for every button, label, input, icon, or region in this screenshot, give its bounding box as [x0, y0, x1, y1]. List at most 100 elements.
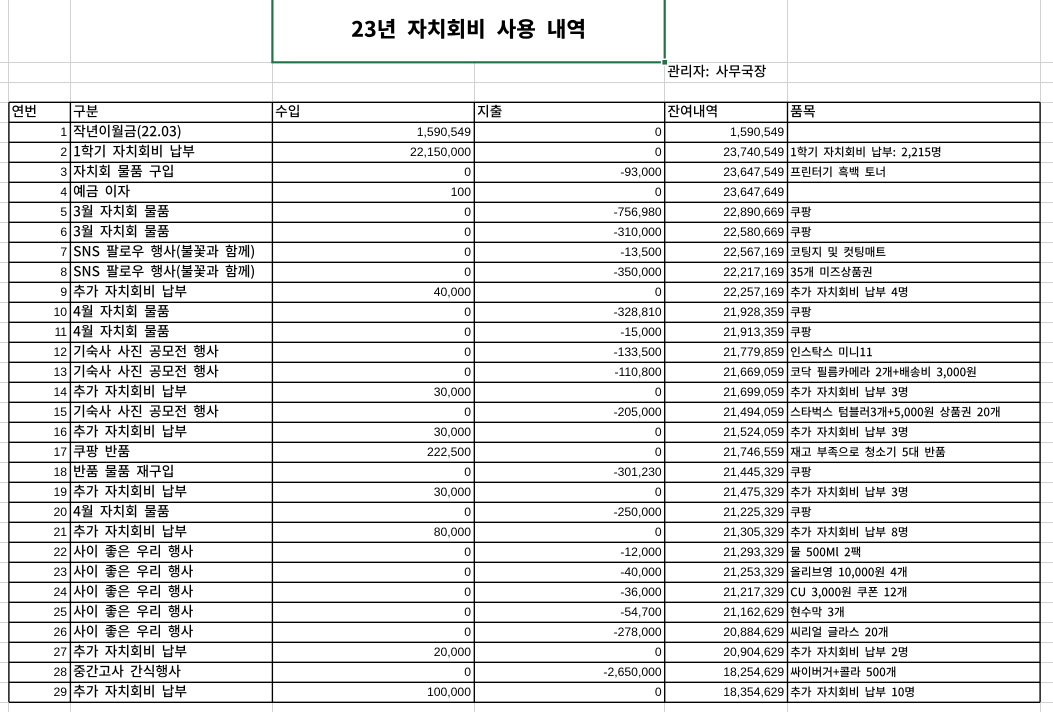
svg-text:22,580,669: 22,580,669	[723, 225, 784, 239]
svg-text:100,000: 100,000	[427, 685, 471, 699]
svg-text:18,254,629: 18,254,629	[723, 665, 784, 679]
svg-text:20,904,629: 20,904,629	[723, 645, 784, 659]
svg-text:0: 0	[655, 445, 662, 459]
svg-text:21,928,359: 21,928,359	[723, 305, 784, 319]
svg-text:22,567,169: 22,567,169	[723, 245, 784, 259]
svg-text:21,779,859: 21,779,859	[723, 345, 784, 359]
svg-text:0: 0	[655, 645, 662, 659]
svg-text:0: 0	[464, 585, 471, 599]
svg-text:30,000: 30,000	[434, 425, 471, 439]
svg-text:20,884,629: 20,884,629	[723, 625, 784, 639]
svg-text:13: 13	[54, 365, 68, 379]
svg-text:-205,000: -205,000	[614, 405, 662, 419]
svg-text:0: 0	[655, 385, 662, 399]
svg-text:17: 17	[54, 445, 68, 459]
svg-text:6: 6	[60, 225, 67, 239]
svg-text:5: 5	[60, 205, 67, 219]
svg-text:0: 0	[464, 405, 471, 419]
svg-text:22,217,169: 22,217,169	[723, 265, 784, 279]
svg-text:21,253,329: 21,253,329	[723, 565, 784, 579]
svg-text:21,475,329: 21,475,329	[723, 485, 784, 499]
svg-text:-15,000: -15,000	[620, 325, 662, 339]
svg-text:30,000: 30,000	[434, 385, 471, 399]
svg-text:10: 10	[54, 305, 68, 319]
svg-text:0: 0	[655, 285, 662, 299]
svg-text:18,354,629: 18,354,629	[723, 685, 784, 699]
svg-text:20,000: 20,000	[434, 645, 471, 659]
svg-text:15: 15	[54, 405, 68, 419]
svg-text:16: 16	[54, 425, 68, 439]
svg-text:0: 0	[464, 205, 471, 219]
svg-text:1,590,549: 1,590,549	[730, 125, 784, 139]
svg-text:-13,500: -13,500	[620, 245, 662, 259]
svg-text:23: 23	[54, 565, 68, 579]
svg-text:-133,500: -133,500	[614, 345, 662, 359]
svg-text:0: 0	[464, 605, 471, 619]
svg-text:-328,810: -328,810	[614, 305, 662, 319]
svg-text:28: 28	[54, 665, 68, 679]
svg-text:0: 0	[655, 125, 662, 139]
svg-text:30,000: 30,000	[434, 485, 471, 499]
svg-text:21,699,059: 21,699,059	[723, 385, 784, 399]
svg-text:23,740,549: 23,740,549	[723, 145, 784, 159]
svg-text:24: 24	[54, 585, 68, 599]
svg-text:-301,230: -301,230	[614, 465, 662, 479]
svg-text:-12,000: -12,000	[620, 545, 662, 559]
svg-text:0: 0	[464, 265, 471, 279]
svg-text:0: 0	[464, 545, 471, 559]
svg-text:20: 20	[54, 505, 68, 519]
svg-text:22,150,000: 22,150,000	[410, 145, 471, 159]
svg-text:21,305,329: 21,305,329	[723, 525, 784, 539]
svg-text:0: 0	[655, 145, 662, 159]
svg-text:0: 0	[464, 305, 471, 319]
svg-text:21,746,559: 21,746,559	[723, 445, 784, 459]
svg-text:-350,000: -350,000	[614, 265, 662, 279]
svg-text:0: 0	[464, 345, 471, 359]
svg-text:0: 0	[464, 245, 471, 259]
svg-text:8: 8	[60, 265, 67, 279]
svg-text:-278,000: -278,000	[614, 625, 662, 639]
svg-text:0: 0	[655, 185, 662, 199]
svg-text:14: 14	[54, 385, 68, 399]
svg-text:0: 0	[464, 465, 471, 479]
svg-text:0: 0	[655, 485, 662, 499]
svg-text:0: 0	[464, 325, 471, 339]
svg-text:0: 0	[464, 665, 471, 679]
svg-text:19: 19	[54, 485, 68, 499]
svg-text:0: 0	[464, 365, 471, 379]
svg-text:21,217,329: 21,217,329	[723, 585, 784, 599]
svg-text:0: 0	[655, 685, 662, 699]
svg-text:40,000: 40,000	[434, 285, 471, 299]
svg-text:-2,650,000: -2,650,000	[603, 665, 661, 679]
svg-text:18: 18	[54, 465, 68, 479]
svg-text:11: 11	[54, 325, 67, 339]
svg-text:21: 21	[54, 525, 68, 539]
svg-text:21,524,059: 21,524,059	[723, 425, 784, 439]
svg-text:0: 0	[464, 625, 471, 639]
svg-text:3: 3	[60, 165, 67, 179]
svg-text:9: 9	[60, 285, 67, 299]
svg-text:4: 4	[60, 185, 67, 199]
svg-text:0: 0	[655, 525, 662, 539]
svg-text:0: 0	[464, 165, 471, 179]
svg-text:21,293,329: 21,293,329	[723, 545, 784, 559]
svg-text:-250,000: -250,000	[614, 505, 662, 519]
svg-text:21,162,629: 21,162,629	[723, 605, 784, 619]
svg-text:23,647,649: 23,647,649	[723, 185, 784, 199]
svg-text:25: 25	[54, 605, 68, 619]
svg-text:1,590,549: 1,590,549	[417, 125, 471, 139]
svg-text:-93,000: -93,000	[620, 165, 662, 179]
svg-text:7: 7	[60, 245, 67, 259]
svg-text:0: 0	[464, 505, 471, 519]
svg-text:-36,000: -36,000	[620, 585, 662, 599]
svg-text:1: 1	[60, 125, 67, 139]
svg-text:0: 0	[655, 425, 662, 439]
svg-text:0: 0	[464, 225, 471, 239]
svg-text:80,000: 80,000	[434, 525, 471, 539]
svg-text:21,445,329: 21,445,329	[723, 465, 784, 479]
svg-text:21,225,329: 21,225,329	[723, 505, 784, 519]
svg-text:-310,000: -310,000	[614, 225, 662, 239]
svg-text:100: 100	[451, 185, 472, 199]
svg-text:2: 2	[60, 145, 67, 159]
svg-text:22,257,169: 22,257,169	[723, 285, 784, 299]
